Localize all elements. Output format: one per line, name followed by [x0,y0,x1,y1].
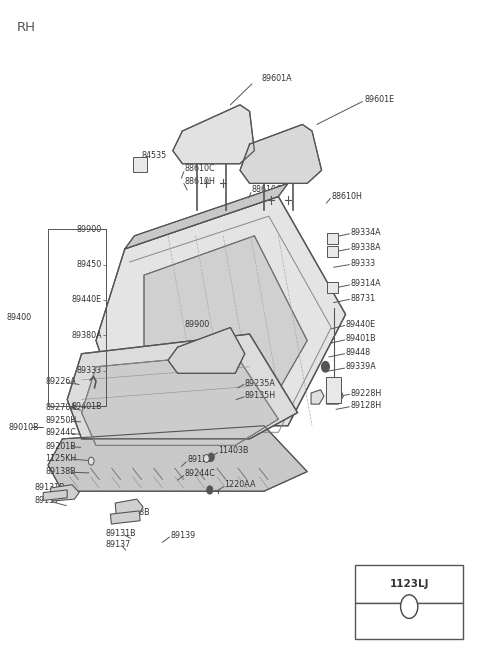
Text: 89448: 89448 [346,348,371,357]
Polygon shape [115,499,143,515]
Polygon shape [43,490,67,500]
Text: 89244C: 89244C [185,469,216,478]
Text: 88610C: 88610C [252,185,283,195]
Text: 89137: 89137 [106,540,131,550]
Bar [133,157,147,172]
Text: 89401B: 89401B [346,334,376,343]
Text: 11403B: 11403B [218,446,249,455]
Text: 89131B: 89131B [106,529,136,538]
Text: 89601A: 89601A [262,74,292,83]
Text: 89135H: 89135H [245,391,276,400]
Text: 89126: 89126 [187,455,213,464]
Text: 89601E: 89601E [365,95,395,104]
Polygon shape [144,236,307,432]
Text: 88610H: 88610H [331,192,362,201]
Text: 89131B: 89131B [35,483,65,493]
Polygon shape [168,328,245,373]
Circle shape [322,362,329,372]
Text: 89228H: 89228H [350,388,382,398]
Circle shape [88,457,94,465]
Text: 89401B: 89401B [71,402,102,411]
Text: 88731: 88731 [350,293,375,303]
Polygon shape [240,124,322,183]
Text: 89138B: 89138B [119,508,150,517]
Text: 89900: 89900 [185,320,210,329]
Bar [355,565,463,603]
Text: 84535: 84535 [142,151,167,160]
Bar [326,377,341,403]
Polygon shape [311,390,324,404]
Bar [327,246,338,257]
Text: 89010B: 89010B [9,422,39,432]
Polygon shape [67,334,298,439]
Text: 88610H: 88610H [185,177,216,186]
Text: 89250H: 89250H [46,416,77,425]
Text: 89138B: 89138B [46,467,76,476]
Text: 89333: 89333 [77,366,102,375]
Polygon shape [96,196,346,426]
Text: 89128H: 89128H [350,401,382,410]
Polygon shape [326,390,343,404]
Text: 89338A: 89338A [350,243,381,252]
Text: 89334A: 89334A [350,228,381,237]
Text: 89333: 89333 [350,259,375,268]
Text: 89270A: 89270A [46,403,76,412]
Circle shape [207,486,213,494]
Text: 88610C: 88610C [185,164,216,174]
Text: 89400: 89400 [6,313,31,322]
Text: 89900: 89900 [76,225,102,234]
Bar [327,233,338,244]
Text: 89440E: 89440E [72,295,102,305]
Text: 1220AA: 1220AA [225,480,256,489]
Text: 89244C: 89244C [46,428,76,438]
Polygon shape [125,183,288,249]
Text: 89450: 89450 [76,260,102,269]
Circle shape [401,595,418,618]
Text: 89235A: 89235A [245,379,276,388]
Text: 89139: 89139 [170,531,196,540]
Polygon shape [82,354,278,445]
Text: RH: RH [17,21,36,34]
Polygon shape [173,105,254,164]
Text: 89380A: 89380A [71,331,102,340]
Polygon shape [50,485,79,501]
Text: 89440E: 89440E [346,320,376,329]
Text: 89137: 89137 [35,496,60,505]
Text: 1125KH: 1125KH [46,454,77,463]
Text: 89339A: 89339A [346,362,376,371]
Polygon shape [110,511,140,524]
Text: 89201B: 89201B [46,441,76,451]
Bar [355,603,463,639]
Text: 1123LJ: 1123LJ [389,579,429,590]
Circle shape [204,455,209,462]
Circle shape [208,453,214,461]
Polygon shape [48,426,307,491]
Bar [327,282,338,293]
Text: 89314A: 89314A [350,279,381,288]
Text: 89226A: 89226A [46,377,76,386]
